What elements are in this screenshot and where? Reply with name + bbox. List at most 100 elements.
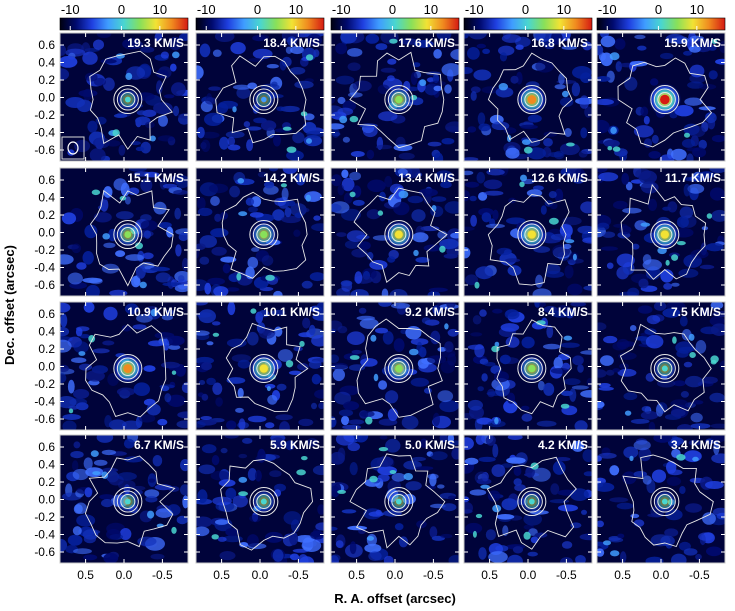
x-tick-label: 0.0 bbox=[387, 568, 404, 582]
velocity-label: 11.7 KM/S bbox=[665, 171, 721, 185]
velocity-label: 6.7 KM/S bbox=[134, 438, 184, 452]
channel-panel: 17.6 KM/S bbox=[330, 32, 460, 162]
y-tick-label: -0.6 bbox=[34, 278, 55, 292]
colorbar-tick-label: -10 bbox=[598, 2, 617, 17]
y-tick-label: 0.0 bbox=[38, 226, 55, 240]
channel-panel: 12.6 KM/S bbox=[463, 167, 593, 297]
y-tick-label: 0.6 bbox=[38, 38, 55, 52]
noise-field bbox=[331, 435, 459, 563]
channel-panel: 14.2 KM/S bbox=[195, 167, 325, 297]
colorbar-tick-label: -10 bbox=[197, 2, 216, 17]
continuum-contours bbox=[356, 318, 443, 418]
colorbar-tick-label: 10 bbox=[289, 2, 303, 17]
colorbar-gradient bbox=[463, 17, 593, 31]
y-tick-label: 0.2 bbox=[38, 208, 55, 222]
colorbar: -10 0 10 bbox=[463, 2, 593, 31]
velocity-label: 5.9 KM/S bbox=[270, 438, 320, 452]
y-tick-label: 0.0 bbox=[38, 360, 55, 374]
continuum-contours bbox=[486, 456, 577, 550]
colorbar: -10 0 10 bbox=[330, 2, 460, 31]
y-tick-label: -0.6 bbox=[34, 143, 55, 157]
emission-core bbox=[124, 231, 132, 238]
emission-core bbox=[261, 96, 267, 103]
colorbar-tick-label: 0 bbox=[118, 2, 125, 17]
colorbar-tick-label: 10 bbox=[153, 2, 167, 17]
colorbar-tick-label: 0 bbox=[389, 2, 396, 17]
y-tick-label: 0.0 bbox=[38, 493, 55, 507]
y-tick-label: 0.2 bbox=[38, 73, 55, 87]
emission-core bbox=[661, 498, 668, 505]
colorbar-gradient bbox=[330, 17, 460, 31]
continuum-contours bbox=[349, 51, 445, 149]
y-tick-label: -0.4 bbox=[34, 126, 55, 140]
noise-field bbox=[60, 168, 188, 296]
colorbar-tick-label: -10 bbox=[332, 2, 351, 17]
emission-core bbox=[660, 94, 670, 105]
noise-field bbox=[196, 33, 324, 161]
beam-box bbox=[61, 136, 85, 160]
emission-core bbox=[528, 498, 535, 505]
noise-field bbox=[331, 168, 459, 296]
continuum-contours bbox=[617, 57, 713, 148]
velocity-label: 9.2 KM/S bbox=[405, 305, 455, 319]
continuum-contours bbox=[487, 194, 570, 286]
y-tick-label: -0.6 bbox=[34, 412, 55, 426]
colorbar-gradient bbox=[596, 17, 726, 31]
velocity-label: 16.8 KM/S bbox=[531, 36, 588, 50]
x-tick-label: 0.5 bbox=[77, 568, 94, 582]
velocity-label: 12.6 KM/S bbox=[531, 171, 588, 185]
channel-panel: 4.2 KM/S bbox=[463, 434, 593, 564]
velocity-label: 17.6 KM/S bbox=[398, 36, 455, 50]
continuum-contours bbox=[85, 323, 167, 418]
x-tick-label: -0.5 bbox=[288, 568, 309, 582]
x-tick-label: 0.5 bbox=[348, 568, 365, 582]
continuum-contours bbox=[353, 187, 448, 283]
velocity-label: 18.4 KM/S bbox=[263, 36, 320, 50]
emission-core bbox=[395, 364, 403, 373]
colorbar-tick-label: 0 bbox=[655, 2, 662, 17]
channel-panel: 19.3 KM/S bbox=[59, 32, 189, 162]
channel-panel: 5.9 KM/S bbox=[195, 434, 325, 564]
velocity-label: 15.1 KM/S bbox=[127, 171, 184, 185]
colorbar-tick-label: -10 bbox=[465, 2, 484, 17]
continuum-contours bbox=[215, 55, 307, 144]
channel-panel: 10.1 KM/S bbox=[195, 301, 325, 431]
x-tick-label: 0.5 bbox=[213, 568, 230, 582]
velocity-label: 3.4 KM/S bbox=[671, 438, 721, 452]
y-tick-label: -0.4 bbox=[34, 395, 55, 409]
continuum-contours bbox=[496, 319, 572, 415]
continuum-contours bbox=[89, 189, 174, 287]
emission-core bbox=[527, 95, 537, 104]
channel-panel: 15.9 KM/S bbox=[596, 32, 726, 162]
continuum-contours bbox=[84, 455, 176, 548]
y-tick-label: -0.2 bbox=[34, 108, 55, 122]
emission-core bbox=[395, 95, 403, 104]
colorbar: -10 0 10 bbox=[596, 2, 726, 31]
y-tick-label: 0.4 bbox=[38, 191, 55, 205]
noise-field bbox=[597, 33, 725, 161]
emission-core bbox=[123, 364, 133, 373]
channel-panel: 3.4 KM/S bbox=[596, 434, 726, 564]
colorbar-tick-label: 10 bbox=[690, 2, 704, 17]
y-tick-label: -0.4 bbox=[34, 528, 55, 542]
x-tick-label: 0.0 bbox=[116, 568, 133, 582]
emission-core bbox=[660, 230, 669, 239]
x-tick-label: -0.5 bbox=[423, 568, 444, 582]
y-tick-label: 0.4 bbox=[38, 458, 55, 472]
channel-panel: 10.9 KM/S bbox=[59, 301, 189, 431]
velocity-label: 15.9 KM/S bbox=[664, 36, 721, 50]
y-tick-label: 0.6 bbox=[38, 307, 55, 321]
x-tick-label: 0.5 bbox=[614, 568, 631, 582]
continuum-contours bbox=[622, 454, 714, 548]
noise-field bbox=[60, 302, 188, 430]
emission-core bbox=[259, 364, 268, 373]
continuum-contours bbox=[487, 52, 573, 143]
y-axis-title: Dec. offset (arcsec) bbox=[2, 245, 17, 365]
velocity-label: 19.3 KM/S bbox=[127, 36, 184, 50]
channel-panel: 16.8 KM/S bbox=[463, 32, 593, 162]
colorbar: -10 0 10 bbox=[59, 2, 189, 31]
continuum-contours bbox=[619, 323, 712, 413]
x-tick-label: -0.5 bbox=[689, 568, 710, 582]
noise-field bbox=[196, 302, 324, 430]
